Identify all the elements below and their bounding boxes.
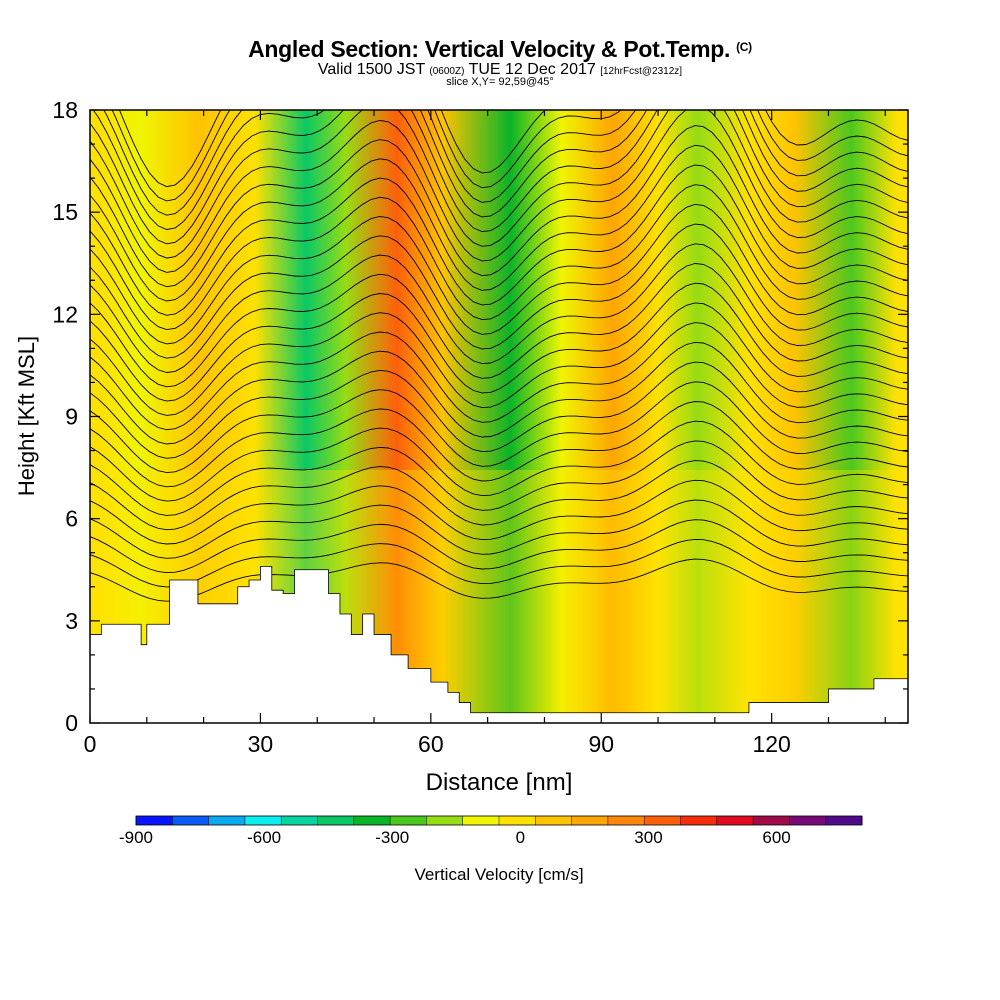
isentrope-2 bbox=[90, 519, 908, 574]
colorbar-swatch-18 bbox=[789, 816, 827, 825]
isentrope-16 bbox=[90, 243, 908, 373]
isentrope-26 bbox=[92, 110, 908, 230]
x-tick-label-0: 0 bbox=[84, 731, 97, 757]
isentrope-28 bbox=[111, 110, 908, 202]
chart-title: Angled Section: Vertical Velocity & Pot.… bbox=[0, 36, 1000, 63]
y-tick-label-0: 0 bbox=[65, 710, 78, 736]
colorbar-swatch-19 bbox=[825, 816, 863, 825]
isentrope-1 bbox=[90, 538, 908, 588]
colorbar-swatch-14 bbox=[644, 816, 681, 825]
isentrope-11 bbox=[90, 341, 908, 445]
isentrope-0 bbox=[90, 558, 908, 602]
x-tick-label-120: 120 bbox=[752, 731, 790, 757]
colorbar-swatch-9 bbox=[462, 816, 500, 825]
colorbar-label: Vertical Velocity [cm/s] bbox=[414, 865, 583, 884]
plot-area bbox=[90, 110, 908, 723]
isentrope-14 bbox=[90, 282, 908, 402]
isentrope-6 bbox=[90, 440, 908, 516]
isentrope-25 bbox=[90, 110, 908, 245]
colorbar-tick-label-0: -900 bbox=[119, 828, 153, 847]
y-tick-label-3: 3 bbox=[65, 608, 78, 634]
colorbar-swatch-5 bbox=[317, 816, 355, 825]
x-tick-label-60: 60 bbox=[418, 731, 444, 757]
colorbar-swatch-10 bbox=[499, 816, 536, 825]
title-text: Angled Section: Vertical Velocity & Pot.… bbox=[248, 36, 731, 62]
y-axis: 0 3 6 9 12 15 18 bbox=[52, 97, 908, 736]
colorbar-swatch-4 bbox=[281, 816, 318, 825]
x-axis-label: Distance [nm] bbox=[426, 769, 573, 796]
isentrope-24 bbox=[90, 110, 908, 259]
x-tick-label-30: 30 bbox=[248, 731, 274, 757]
terrain-mask bbox=[90, 565, 908, 723]
slice-label: slice X,Y= 92,59@45° bbox=[446, 76, 554, 88]
colorbar-tick-label-1: -600 bbox=[247, 828, 281, 847]
isentrope-9 bbox=[90, 381, 908, 474]
colorbar-swatch-16 bbox=[716, 816, 754, 825]
isentrope-13 bbox=[90, 302, 908, 416]
x-tick-label-90: 90 bbox=[588, 731, 614, 757]
isentrope-23 bbox=[90, 110, 908, 273]
colorbar-swatch-15 bbox=[680, 816, 718, 825]
x-axis: 0 30 60 90 120 bbox=[84, 110, 886, 757]
isentrope-21 bbox=[90, 144, 908, 302]
isentrope-4 bbox=[90, 479, 908, 545]
y-axis-label: Height [Kft MSL] bbox=[14, 336, 39, 496]
chart-subtitle: Valid 1500 JST (0600Z) TUE 12 Dec 2017 [… bbox=[0, 61, 1000, 79]
y-tick-label-18: 18 bbox=[52, 97, 78, 123]
y-tick-label-6: 6 bbox=[65, 506, 78, 532]
title-unit: (C) bbox=[736, 40, 752, 54]
potential-temperature-contours bbox=[90, 110, 908, 602]
colorbar-swatch-8 bbox=[426, 816, 464, 825]
valid-date: TUE 12 Dec 2017 bbox=[468, 61, 596, 78]
isentrope-19 bbox=[90, 184, 908, 331]
isentrope-5 bbox=[90, 460, 908, 531]
isentrope-20 bbox=[90, 164, 908, 316]
isentrope-22 bbox=[90, 125, 908, 288]
isentrope-15 bbox=[90, 263, 908, 388]
colorbar-tick-label-2: -300 bbox=[375, 828, 409, 847]
isentrope-10 bbox=[90, 361, 908, 459]
isentrope-17 bbox=[90, 223, 908, 359]
isentrope-27 bbox=[103, 110, 908, 216]
colorbar-tick-label-4: 300 bbox=[634, 828, 662, 847]
colorbar-swatch-17 bbox=[753, 816, 790, 825]
y-tick-label-12: 12 bbox=[52, 301, 78, 327]
colorbar-swatch-7 bbox=[390, 816, 427, 825]
isentrope-29 bbox=[118, 110, 908, 188]
valid-prefix: Valid 1500 JST bbox=[317, 61, 425, 78]
y-tick-label-15: 15 bbox=[52, 199, 78, 225]
colorbar: -900 -600 -300 0 300 600 bbox=[119, 815, 863, 847]
isentrope-12 bbox=[90, 322, 908, 431]
isentrope-18 bbox=[90, 203, 908, 345]
isentrope-7 bbox=[90, 420, 908, 502]
colorbar-swatch-1 bbox=[172, 816, 209, 825]
isentrope-8 bbox=[90, 401, 908, 488]
colorbar-tick-label-3: 0 bbox=[516, 828, 525, 847]
colorbar-swatch-12 bbox=[571, 816, 609, 825]
valid-utc: (0600Z) bbox=[429, 66, 465, 77]
colorbar-swatch-0 bbox=[136, 816, 173, 825]
colorbar-swatch-2 bbox=[208, 816, 246, 825]
isentrope-3 bbox=[90, 499, 908, 559]
colorbar-swatch-6 bbox=[353, 816, 391, 825]
colorbar-swatch-3 bbox=[244, 816, 282, 825]
colorbar-swatch-13 bbox=[607, 816, 645, 825]
y-tick-label-9: 9 bbox=[65, 404, 78, 430]
forecast-label: [12hrFcst@2312z] bbox=[600, 66, 683, 77]
colorbar-tick-label-5: 600 bbox=[762, 828, 790, 847]
colorbar-swatch-11 bbox=[535, 816, 572, 825]
